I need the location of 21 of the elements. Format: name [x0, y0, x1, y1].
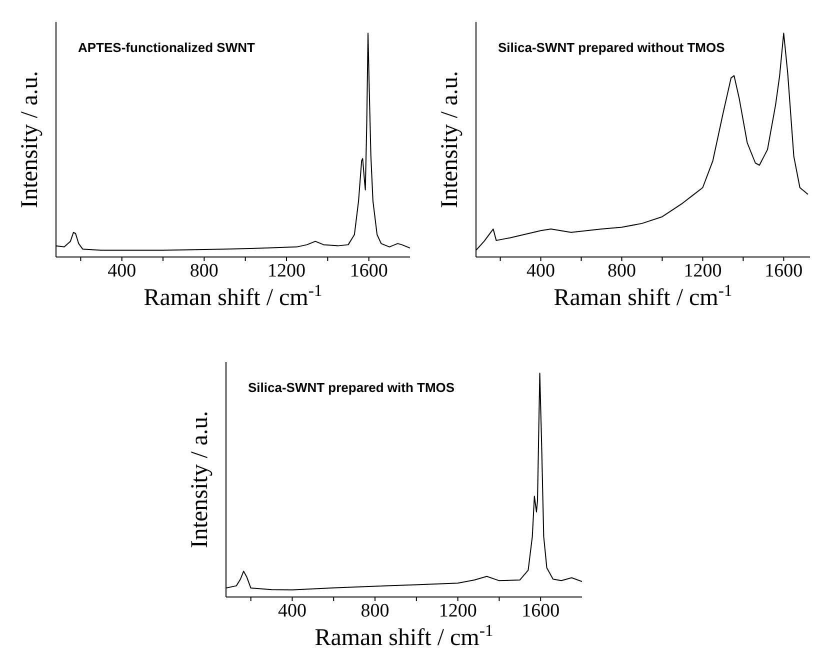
text: Silica-SWNT prepared without TMOS: [498, 40, 725, 55]
x-axis-title: Raman shift / cm$^{-1}$: [144, 280, 322, 311]
x-tick-label: 400: [278, 600, 306, 622]
text: Silica-SWNT prepared with TMOS: [248, 380, 455, 395]
x-tick-label: 800: [190, 260, 218, 282]
x-tick-label: 800: [360, 600, 390, 622]
x-tick-label: 1600: [350, 260, 388, 282]
text: APTES-functionalized SWNT: [78, 40, 255, 55]
x-tick-label: 400: [108, 260, 136, 282]
x-tick-label: 400: [526, 260, 556, 282]
x-tick-label: 1200: [684, 260, 722, 282]
x-tick-label: 1600: [522, 600, 560, 622]
y-axis-title: Intensity / a.u.: [17, 70, 43, 208]
x-tick-label: 1600: [764, 260, 803, 282]
x-axis-title: Raman shift / cm$^{-1}$: [314, 620, 494, 651]
y-axis-title: Intensity / a.u.: [437, 70, 463, 208]
y-axis-title: Intensity / a.u.: [187, 410, 213, 548]
x-tick-label: 1200: [438, 600, 477, 622]
x-tick-label: 1200: [268, 260, 306, 282]
x-tick-label: 800: [607, 260, 636, 282]
x-axis-title: Raman shift / cm$^{-1}$: [554, 280, 732, 311]
